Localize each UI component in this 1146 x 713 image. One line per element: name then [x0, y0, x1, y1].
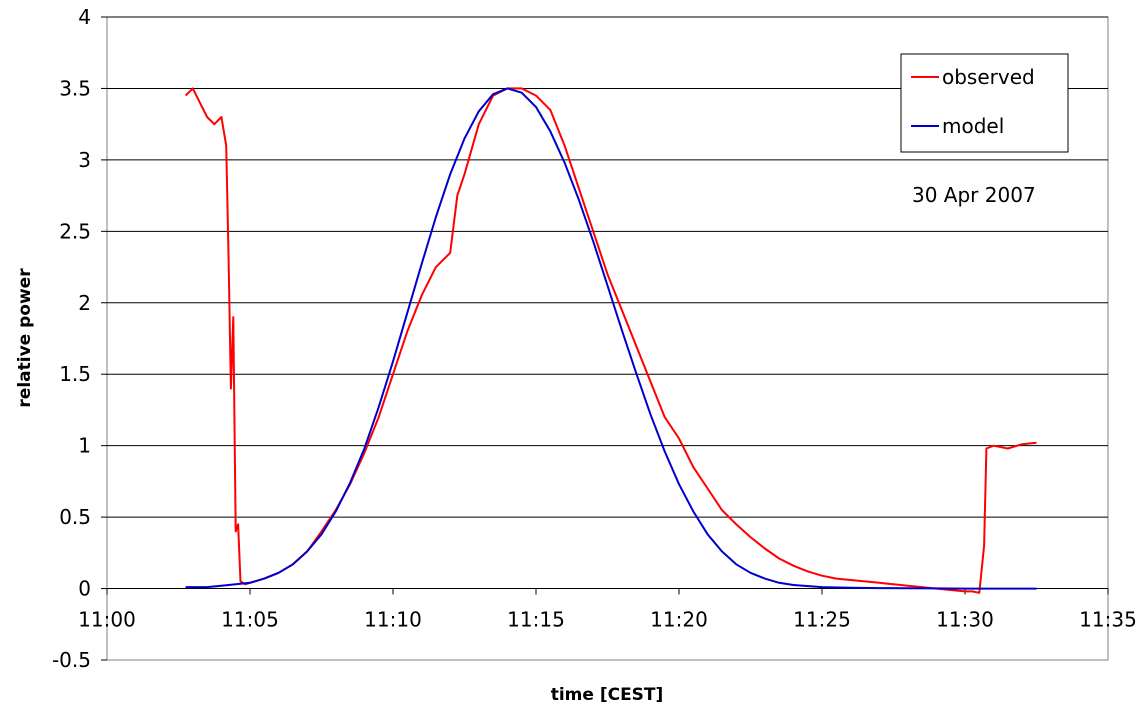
y-tick-label: 2.5 [59, 219, 91, 243]
x-tick-label: 11:35 [1079, 608, 1137, 632]
legend-box [900, 53, 1069, 153]
y-tick-label: 1 [78, 434, 91, 458]
y-tick-label: 0.5 [59, 505, 91, 529]
x-tick-label: 11:25 [793, 608, 851, 632]
y-tick-label: 2 [78, 291, 91, 315]
chart-annotation-date: 30 Apr 2007 [912, 183, 1036, 207]
series-line-model [185, 87, 1037, 590]
x-tick-label: 11:05 [221, 608, 279, 632]
x-tick-label: 11:00 [78, 608, 136, 632]
x-tick-label: 11:10 [364, 608, 422, 632]
y-tick-label: -0.5 [52, 648, 91, 672]
y-axis-title: relative power [15, 268, 35, 408]
y-tick-label: 1.5 [59, 362, 91, 386]
x-tick-label: 11:30 [936, 608, 994, 632]
y-tick-label: 0 [78, 577, 91, 601]
x-axis-ticks: 11:00 11:05 11:10 11:15 11:20 11:25 11:30 11:35 [78, 588, 1137, 632]
y-tick-label: 3.5 [59, 76, 91, 100]
series-lines [184, 87, 1037, 594]
y-tick-label: 4 [78, 5, 91, 29]
legend: observed model [900, 53, 1069, 153]
x-tick-label: 11:20 [650, 608, 708, 632]
y-tick-label: 3 [78, 148, 91, 172]
legend-label-observed: observed [942, 65, 1035, 89]
y-axis-ticks: -0.5 0 0.5 1 1.5 2 2.5 3 3.5 4 [52, 5, 107, 672]
legend-label-model: model [942, 114, 1004, 138]
x-axis-title: time [CEST] [551, 685, 664, 705]
series-line-observed [184, 87, 1037, 594]
x-tick-label: 11:15 [507, 608, 565, 632]
